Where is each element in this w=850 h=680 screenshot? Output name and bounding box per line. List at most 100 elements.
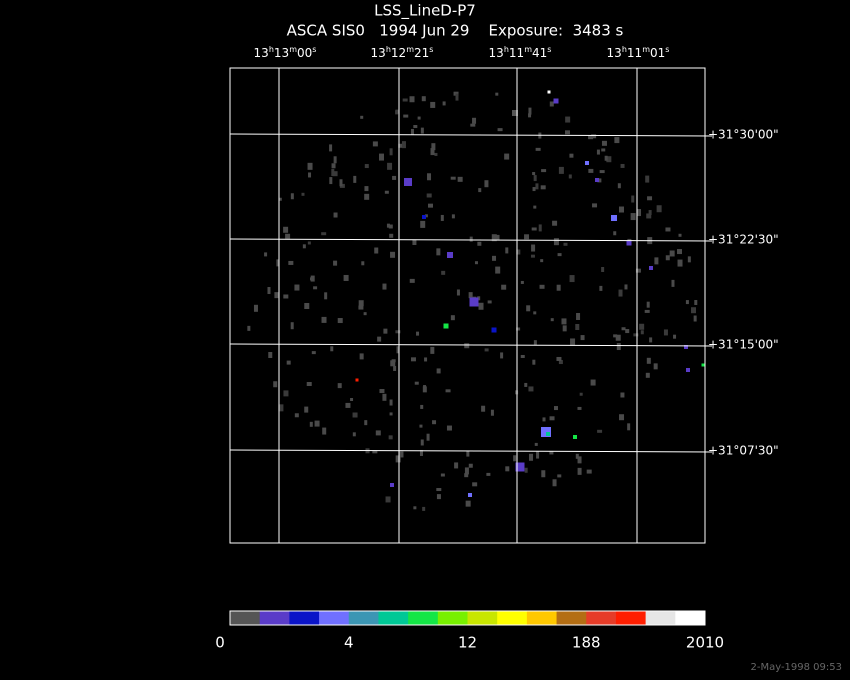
source-blob bbox=[512, 110, 518, 116]
ra-value: 00 bbox=[297, 46, 312, 60]
colorbar-swatch bbox=[467, 611, 498, 625]
pixel bbox=[339, 179, 343, 187]
pixel bbox=[432, 420, 437, 425]
pixel bbox=[646, 357, 651, 364]
pixel bbox=[500, 352, 504, 359]
pixel bbox=[343, 274, 349, 281]
pixel bbox=[601, 266, 605, 272]
pixel bbox=[687, 256, 691, 263]
pixel bbox=[426, 433, 430, 441]
pixel bbox=[396, 346, 400, 354]
pixel bbox=[358, 300, 364, 307]
pixel bbox=[431, 143, 436, 151]
pixel bbox=[540, 185, 546, 190]
source-blob bbox=[468, 493, 472, 497]
pixel bbox=[569, 153, 574, 158]
pixel bbox=[505, 466, 510, 472]
pixel bbox=[464, 473, 469, 478]
pixel bbox=[691, 307, 697, 314]
pixel bbox=[395, 109, 399, 114]
pixel bbox=[552, 220, 558, 226]
ra-value: 13 bbox=[274, 46, 289, 60]
pixel bbox=[390, 360, 396, 367]
pixel bbox=[492, 255, 497, 261]
pixel bbox=[337, 383, 342, 389]
source-blob bbox=[390, 483, 394, 487]
ra-unit: m bbox=[406, 45, 414, 54]
pixel bbox=[542, 417, 546, 422]
pixel bbox=[363, 312, 367, 316]
pixel bbox=[314, 420, 320, 427]
ra-label: 13h13m00s bbox=[254, 45, 317, 60]
pixel bbox=[533, 205, 537, 209]
source-blob bbox=[686, 368, 690, 372]
pixel bbox=[436, 494, 441, 500]
pixel bbox=[494, 234, 500, 240]
pixel bbox=[534, 442, 538, 446]
pixel bbox=[601, 148, 606, 152]
pixel bbox=[464, 343, 470, 349]
pixel bbox=[530, 254, 535, 258]
pixel bbox=[395, 455, 401, 463]
pixel bbox=[389, 412, 393, 416]
pixel bbox=[307, 241, 311, 245]
pixel bbox=[649, 337, 653, 343]
pixel bbox=[434, 152, 438, 156]
colorbar-swatch bbox=[348, 611, 379, 625]
pixel bbox=[478, 188, 482, 193]
pixel bbox=[412, 240, 417, 246]
ra-unit: h bbox=[504, 45, 509, 54]
pixel bbox=[440, 473, 445, 477]
pixel bbox=[321, 232, 327, 236]
pixel bbox=[307, 162, 313, 170]
pixel bbox=[420, 127, 424, 134]
pixel bbox=[484, 180, 489, 188]
pixel bbox=[278, 197, 282, 201]
colorbar-swatch bbox=[437, 611, 468, 625]
pixel bbox=[424, 214, 428, 218]
source-blob bbox=[355, 378, 359, 382]
pixel bbox=[409, 278, 415, 283]
pixel bbox=[311, 351, 316, 355]
pixel bbox=[430, 346, 435, 354]
pixel bbox=[364, 193, 370, 200]
pixel bbox=[553, 238, 559, 246]
pixel bbox=[576, 312, 581, 320]
ra-unit: s bbox=[429, 45, 433, 54]
pixel bbox=[556, 284, 561, 291]
pixel bbox=[410, 128, 414, 135]
pixel bbox=[590, 379, 596, 386]
pixel bbox=[568, 174, 572, 179]
pixel bbox=[466, 450, 470, 457]
pixel bbox=[577, 406, 582, 410]
pixel bbox=[481, 405, 486, 412]
pixel bbox=[588, 168, 594, 173]
pixel bbox=[528, 386, 534, 392]
pixel bbox=[389, 233, 394, 238]
pixel bbox=[562, 325, 567, 332]
pixel bbox=[637, 209, 642, 217]
pixel bbox=[556, 356, 562, 361]
pixel bbox=[487, 300, 492, 304]
source-blob bbox=[573, 435, 577, 439]
pixel bbox=[352, 432, 356, 437]
pixel bbox=[446, 425, 452, 431]
pixel bbox=[274, 292, 279, 299]
pixel bbox=[577, 456, 582, 464]
pixel bbox=[403, 114, 409, 118]
ra-unit: s bbox=[547, 45, 551, 54]
pixel bbox=[656, 205, 662, 213]
pixel bbox=[580, 335, 585, 341]
pixel bbox=[535, 147, 541, 151]
pixel bbox=[331, 168, 335, 176]
colorbar-swatch bbox=[230, 611, 261, 625]
pixel bbox=[364, 420, 368, 426]
pixel bbox=[419, 449, 423, 456]
pixel bbox=[424, 357, 428, 362]
pixel bbox=[484, 348, 489, 352]
pixel bbox=[290, 322, 294, 330]
source-blob bbox=[626, 240, 632, 246]
pixel bbox=[413, 125, 418, 129]
pixel bbox=[558, 166, 564, 174]
